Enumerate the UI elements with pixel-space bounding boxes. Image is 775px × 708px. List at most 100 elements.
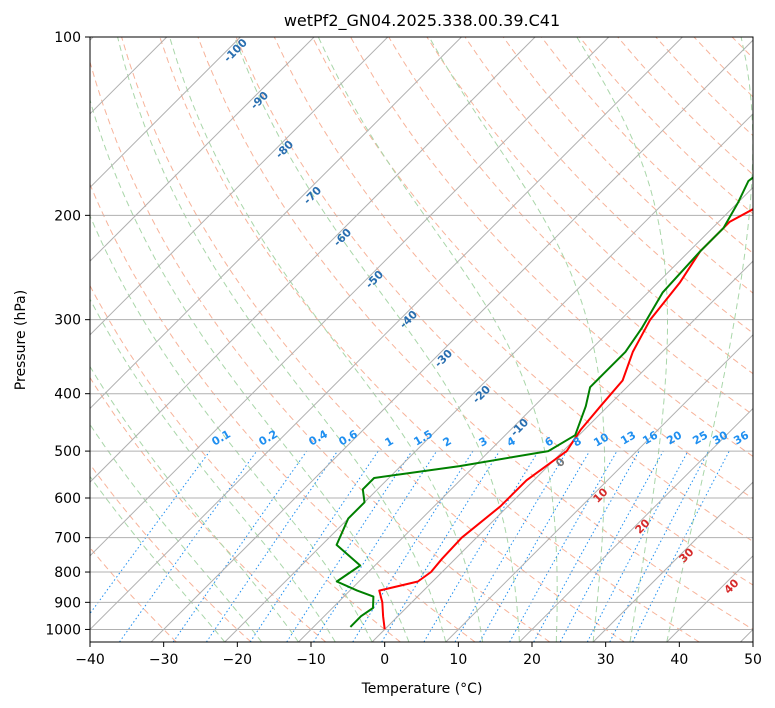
mixing-ratio-line	[205, 450, 338, 642]
isotherm-line	[224, 113, 753, 642]
dewpoint-line	[335, 176, 753, 628]
mixing-ratio-line	[533, 450, 640, 642]
mixing-ratio-label: 25	[690, 429, 710, 448]
isotherm-line	[90, 37, 389, 336]
mixing-ratio-label: 1	[383, 434, 396, 449]
dry-adiabat-line	[197, 37, 753, 630]
mixing-ratio-label: 0.4	[307, 427, 331, 448]
mixing-ratio-line	[454, 450, 568, 642]
dry-adiabat-line	[90, 182, 476, 642]
dry-adiabat-line	[541, 37, 753, 254]
x-tick-label: 0	[380, 652, 389, 668]
mixing-ratio-line	[90, 450, 211, 615]
moist-adiabat-label: 30	[677, 545, 697, 565]
moist-adiabat-line	[90, 475, 226, 642]
dry-adiabat-line	[90, 463, 252, 642]
dry-adiabat-line	[350, 37, 753, 458]
mixing-ratio-line	[381, 450, 500, 642]
y-tick-label: 800	[54, 565, 81, 581]
mixing-ratio-label: 20	[664, 428, 684, 447]
mixing-ratio-label: 13	[618, 429, 638, 448]
dry-adiabat-label: -90	[248, 89, 271, 112]
mixing-ratio-line	[352, 450, 474, 642]
isotherm-line	[297, 186, 753, 642]
dry-adiabat-line	[770, 37, 775, 642]
mixing-ratio-line	[313, 450, 438, 642]
dry-adiabat-line	[311, 37, 753, 500]
dry-adiabat-line	[159, 37, 700, 642]
dry-adiabat-line	[655, 37, 753, 137]
background-lines	[90, 37, 775, 642]
y-axis-label: Pressure (hPa)	[13, 290, 29, 390]
dry-adiabat-label: -20	[470, 383, 493, 406]
moist-adiabat-line	[90, 423, 262, 642]
temperature-line	[378, 208, 753, 630]
moist-adiabat-line	[317, 37, 558, 642]
x-tick-label: 50	[744, 652, 762, 668]
y-axis-ticks: 100 200 300 400 500 600 700 800 900 1000	[45, 30, 90, 638]
mixing-ratio-label: 36	[731, 428, 751, 447]
mixing-ratio-label: 30	[710, 428, 730, 447]
moist-adiabat-label: 0	[553, 455, 568, 470]
moist-adiabat-label: 40	[722, 576, 742, 596]
moist-adiabat-label: 10	[591, 485, 611, 505]
x-axis-ticks: −40 −30 −20 −10 0 10 20 30 40 50	[75, 642, 762, 668]
plot-frame	[89, 36, 754, 643]
x-tick-label: −40	[75, 652, 105, 668]
dry-adiabat-label: -50	[363, 268, 386, 291]
dry-adiabat-label: -80	[273, 138, 296, 161]
mixing-ratio-label: 0.1	[210, 427, 233, 448]
mixing-ratio-line	[509, 450, 618, 642]
x-tick-label: 10	[449, 652, 467, 668]
mixing-ratio-label: 0.6	[337, 427, 361, 448]
y-tick-label: 1000	[45, 622, 81, 638]
chart-title: wetPf2_GN04.2025.338.00.39.C41	[284, 11, 560, 31]
mixing-ratio-label: 8	[571, 434, 584, 449]
y-tick-label: 400	[54, 387, 81, 403]
dry-adiabat-line	[273, 37, 753, 543]
y-tick-label: 700	[54, 531, 81, 547]
x-tick-label: 30	[597, 652, 615, 668]
y-tick-label: 600	[54, 491, 81, 507]
isotherm-line	[518, 407, 753, 642]
dry-adiabat-label: -60	[331, 226, 354, 249]
grid	[90, 37, 753, 642]
dry-adiabat-line	[90, 60, 551, 642]
isotherm-line	[90, 37, 315, 262]
dry-adiabat-line	[502, 37, 753, 294]
moist-adiabat-line	[117, 37, 447, 642]
isotherm-line	[371, 260, 753, 642]
dry-adiabat-line	[617, 37, 753, 176]
profile-lines	[335, 176, 753, 630]
mixing-ratio-line	[632, 450, 730, 642]
dry-adiabat-label: -40	[397, 308, 420, 331]
x-tick-label: 40	[670, 652, 688, 668]
isotherm-line	[445, 334, 753, 642]
isotherm-line	[90, 37, 242, 189]
dry-adiabat-line	[90, 284, 401, 642]
y-tick-label: 300	[54, 313, 81, 329]
dry-adiabat-line	[388, 37, 753, 416]
x-tick-label: −10	[296, 652, 326, 668]
dry-adiabat-line	[235, 37, 753, 586]
x-tick-label: 20	[523, 652, 541, 668]
mixing-ratio-label: 10	[591, 430, 611, 449]
mixing-ratio-line	[172, 450, 308, 642]
y-tick-label: 200	[54, 208, 81, 224]
isotherm-line	[90, 37, 463, 410]
isotherm-line	[666, 555, 753, 642]
isotherm-line	[90, 37, 536, 483]
mixing-ratio-line	[586, 450, 689, 642]
x-tick-label: −20	[223, 652, 253, 668]
mixing-ratio-label: 2	[441, 434, 454, 449]
dry-adiabat-line	[693, 37, 753, 98]
isotherm-line	[150, 39, 753, 642]
moist-adiabat-line	[576, 37, 668, 642]
dry-adiabat-line	[464, 37, 753, 334]
mixing-ratio-line	[119, 450, 258, 642]
moist-adiabat-line	[666, 37, 753, 642]
dry-adiabat-line	[90, 376, 327, 642]
mixing-ratio-line	[423, 450, 539, 642]
y-tick-label: 500	[54, 444, 81, 460]
